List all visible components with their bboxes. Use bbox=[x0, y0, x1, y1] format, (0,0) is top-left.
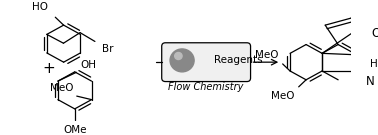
Text: MeO: MeO bbox=[256, 50, 279, 60]
Text: OH: OH bbox=[80, 60, 96, 70]
Text: Br: Br bbox=[102, 44, 114, 54]
Text: MeO: MeO bbox=[50, 83, 73, 93]
Text: N: N bbox=[366, 75, 375, 87]
Circle shape bbox=[170, 49, 194, 72]
Text: MeO: MeO bbox=[271, 91, 295, 101]
Text: HO: HO bbox=[32, 2, 48, 12]
Text: O: O bbox=[372, 27, 378, 40]
Text: H: H bbox=[370, 59, 378, 69]
Text: Reagents: Reagents bbox=[214, 55, 262, 65]
Text: +: + bbox=[42, 61, 55, 76]
Text: OMe: OMe bbox=[63, 125, 87, 135]
Text: Flow Chemistry: Flow Chemistry bbox=[169, 82, 244, 92]
Circle shape bbox=[175, 53, 182, 60]
FancyBboxPatch shape bbox=[162, 43, 251, 82]
